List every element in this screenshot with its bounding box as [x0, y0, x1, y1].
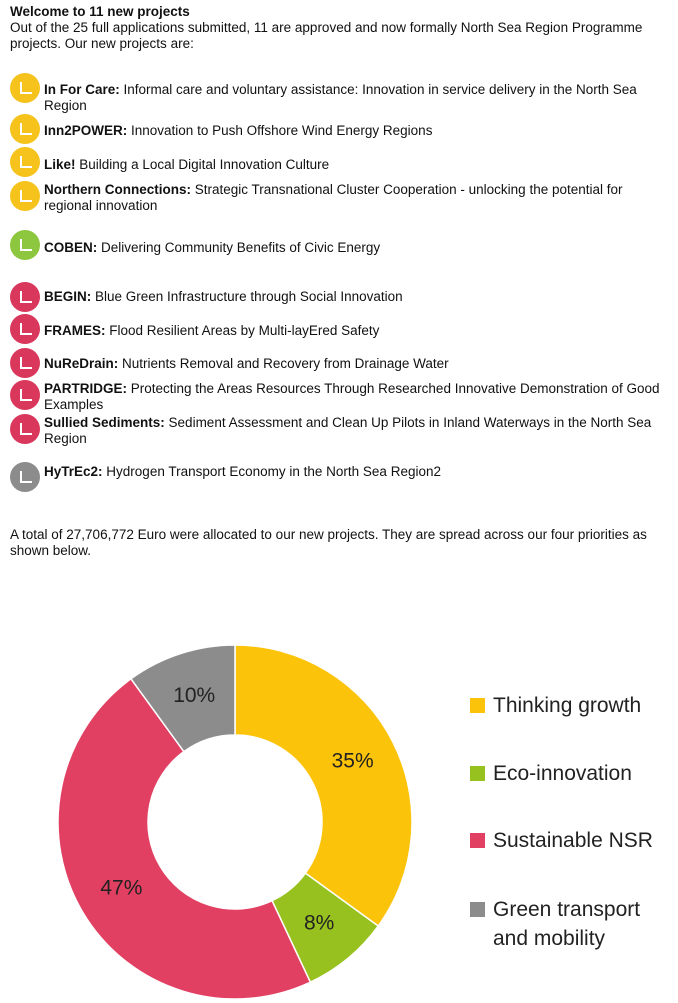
project-description: Flood Resilient Areas by Multi-layEred S… — [109, 323, 380, 338]
project-name: BEGIN: — [44, 289, 92, 304]
project: Like! Building a Local Digital Innovatio… — [44, 157, 664, 173]
project-icon — [10, 147, 40, 177]
project-description: Informal care and voluntary assistance: … — [44, 82, 637, 113]
value-label: 8% — [304, 911, 334, 934]
project-icon — [10, 380, 40, 410]
project-name: In For Care: — [44, 82, 120, 97]
project: Sullied Sediments: Sediment Assessment a… — [44, 415, 664, 447]
project-name: NuReDrain: — [44, 356, 119, 371]
intro: Out of the 25 full applications submitte… — [10, 20, 643, 51]
project-description: Delivering Community Benefits of Civic E… — [101, 240, 381, 255]
project-description: Strategic Transnational Cluster Cooperat… — [44, 182, 623, 213]
project-icon — [10, 181, 40, 211]
value-label: 10% — [173, 684, 215, 707]
legend-entry: Eco-innovation — [470, 759, 663, 788]
project-name: Sullied Sediments: — [44, 415, 165, 430]
chart: 35% 8% 47% 10% — [57, 644, 413, 1000]
project-name: Inn2POWER: — [44, 123, 128, 138]
project-description: Building a Local Digital Innovation Cult… — [79, 157, 330, 172]
legend-swatch — [470, 698, 485, 713]
project: NuReDrain: Nutrients Removal and Recover… — [44, 356, 664, 372]
legend-label: Eco-innovation — [493, 762, 632, 785]
value-label: 47% — [100, 877, 142, 900]
project-description: Sediment Assessment and Clean Up Pilots … — [44, 415, 652, 446]
project-name: PARTRIDGE: — [44, 381, 127, 396]
project-name: HyTrEc2: — [44, 464, 103, 479]
project-icon — [10, 314, 40, 344]
donut-slice — [129, 644, 236, 753]
project: COBEN: Delivering Community Benefits of … — [44, 240, 664, 256]
project-icon — [10, 230, 40, 260]
project-description: Nutrients Removal and Recovery from Drai… — [122, 356, 449, 371]
legend-entry: Thinking growth — [470, 691, 663, 720]
summary: A total of 27,706,772 Euro were allocate… — [10, 527, 647, 558]
project-name: COBEN: — [44, 240, 98, 255]
project-icon — [10, 282, 40, 312]
project-icon — [10, 73, 40, 103]
project: PARTRIDGE: Protecting the Areas Resource… — [44, 381, 664, 413]
project-description: Blue Green Infrastructure through Social… — [95, 289, 403, 304]
donut-slice — [57, 677, 312, 1000]
project-name: FRAMES: — [44, 323, 106, 338]
project: In For Care: Informal care and voluntary… — [44, 82, 664, 114]
project-icon — [10, 414, 40, 444]
donut-slice — [234, 644, 413, 928]
project: BEGIN: Blue Green Infrastructure through… — [44, 289, 664, 305]
legend-label: Thinking growth — [493, 694, 642, 717]
project: Northern Connections: Strategic Transnat… — [44, 182, 664, 214]
project-description: Innovation to Push Offshore Wind Energy … — [131, 123, 433, 138]
project-description: Protecting the Areas Resources Through R… — [44, 381, 660, 412]
project: FRAMES: Flood Resilient Areas by Multi-l… — [44, 323, 664, 339]
legend-swatch — [470, 902, 485, 917]
legend-swatch — [470, 766, 485, 781]
value-label: 35% — [332, 750, 374, 773]
title: Welcome to 11 new projects — [10, 4, 190, 19]
legend-label: Green transport and mobility — [493, 898, 641, 950]
project: HyTrEc2: Hydrogen Transport Economy in t… — [44, 464, 664, 480]
project-name: Northern Connections: — [44, 182, 191, 197]
project: Inn2POWER: Innovation to Push Offshore W… — [44, 123, 664, 139]
project-name: Like! — [44, 157, 76, 172]
project-description: Hydrogen Transport Economy in the North … — [106, 464, 441, 479]
legend-swatch — [470, 833, 485, 848]
project-icon — [10, 348, 40, 378]
project-icon — [10, 462, 40, 492]
legend-label: Sustainable NSR — [493, 829, 653, 852]
legend-entry: Sustainable NSR — [470, 826, 663, 855]
project-icon — [10, 114, 40, 144]
legend-entry: Green transport and mobility — [470, 895, 663, 953]
